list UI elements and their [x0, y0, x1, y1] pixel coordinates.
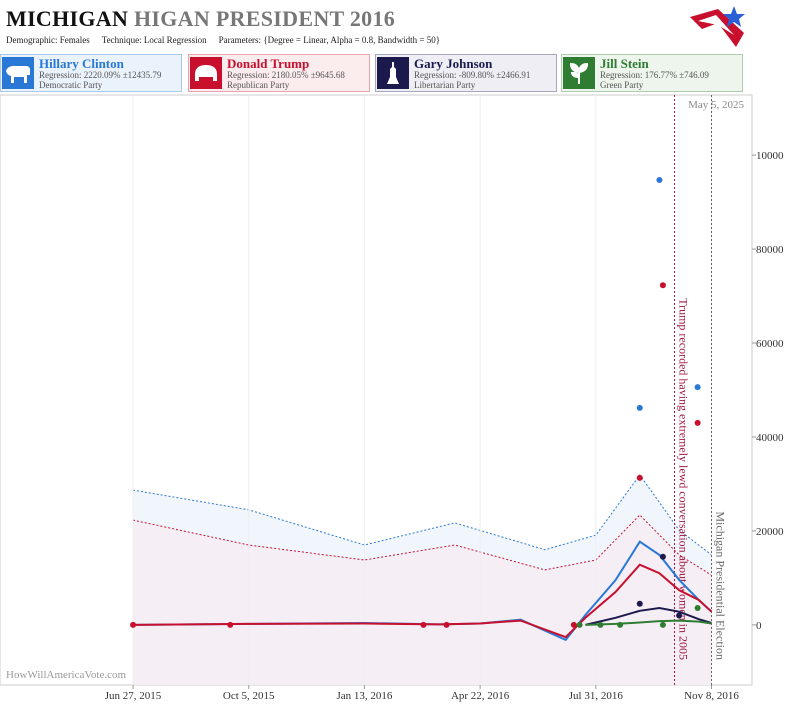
data-point [636, 600, 643, 607]
candidate-regression: Regression: 176.77% ±746.09 [600, 70, 709, 80]
field-label: Parameters: [218, 35, 262, 45]
data-point [636, 404, 643, 411]
candidate-card: Hillary Clinton Regression: 2220.09% ±124… [0, 54, 182, 92]
data-point [659, 553, 666, 560]
candidate-card: Gary Johnson Regression: -809.80% ±2466.9… [375, 54, 557, 92]
data-point [656, 177, 663, 184]
data-point [227, 621, 234, 628]
data-point [694, 384, 701, 391]
candidate-icon [2, 57, 34, 89]
candidate-party: Libertarian Party [414, 80, 476, 90]
field: Parameters: {Degree = Linear, Alpha = 0.… [219, 35, 440, 45]
data-point [676, 612, 683, 619]
data-point [694, 419, 701, 426]
candidate-name: Donald Trump [227, 56, 310, 71]
y-tick-label: 60000 [756, 338, 784, 350]
candidate-regression: Regression: 2180.05% ±9645.68 [227, 70, 345, 80]
x-tick-label: Nov 8, 2016 [684, 690, 739, 702]
data-point [617, 621, 624, 628]
candidate-party: Democratic Party [39, 80, 103, 90]
data-point [659, 282, 666, 289]
candidate-icon [190, 57, 222, 89]
y-tick-label: 20000 [756, 526, 784, 538]
title-rest: HIGAN PRESIDENT 2016 [134, 6, 396, 31]
regression-line [585, 606, 712, 626]
candidate-regression: Regression: 2220.09% ±12435.79 [39, 70, 162, 80]
logo [690, 6, 745, 47]
x-tick-label: Jun 27, 2015 [105, 690, 162, 702]
date-note: May 5, 2025 [688, 99, 744, 111]
data-point [576, 621, 583, 628]
data-point [597, 621, 604, 628]
candidate-regression: Regression: -809.80% ±2466.91 [414, 70, 531, 80]
candidate-party: Republican Party [227, 80, 290, 90]
candidate-party: Green Party [600, 80, 644, 90]
candidate-card: Jill Stein Regression: 176.77% ±746.09 Gre… [561, 54, 743, 92]
y-tick-label: 0 [756, 620, 762, 632]
x-tick-label: Apr 22, 2016 [451, 690, 510, 702]
event-label: Trump recorded having extremely lewd con… [676, 298, 690, 660]
watermark: HowWillAmericaVote.com [6, 669, 126, 681]
data-point [636, 474, 643, 481]
y-tick-label: 40000 [756, 432, 784, 444]
regression-line [585, 619, 712, 626]
candidate-name: Hillary Clinton [39, 56, 124, 71]
field: Demographic: Females [6, 35, 90, 45]
field: Technique: Local Regression [102, 35, 207, 45]
y-tick-label: 80000 [756, 244, 784, 256]
candidate-name: Gary Johnson [414, 56, 493, 71]
confidence-band [133, 515, 712, 685]
x-tick-label: Oct 5, 2015 [223, 690, 275, 702]
event-label: Michigan Presidential Election [714, 511, 728, 660]
y-tick-label: 10000 [756, 150, 784, 162]
field-label: Technique: [101, 35, 142, 45]
candidate-name: Jill Stein [600, 56, 649, 71]
data-point [420, 621, 427, 628]
candidate-icon [563, 57, 595, 89]
title-main: MICHIGAN [6, 6, 129, 31]
data-point [659, 621, 666, 628]
x-tick-label: Jul 31, 2016 [569, 690, 624, 702]
field-value: Females [59, 35, 90, 45]
candidate-icon [377, 57, 409, 89]
data-point [130, 621, 137, 628]
candidate-card: Donald Trump Regression: 2180.05% ±9645.6… [188, 54, 370, 92]
title: MICHIGAN HIGAN PRESIDENT 2016 [6, 6, 395, 32]
x-tick-label: Jan 13, 2016 [336, 690, 392, 702]
band-edge [132, 474, 712, 556]
field-value: {Degree = Linear, Alpha = 0.8, Bandwidth… [263, 35, 441, 45]
field-value: Local Regression [143, 35, 207, 45]
field-label: Demographic: [6, 35, 58, 45]
regression-line [132, 563, 713, 639]
band-edge [132, 514, 712, 576]
data-point [694, 604, 701, 611]
data-point [570, 621, 577, 628]
subtitle: Demographic: Females Technique: Local Reg… [6, 35, 440, 45]
data-point [443, 621, 450, 628]
